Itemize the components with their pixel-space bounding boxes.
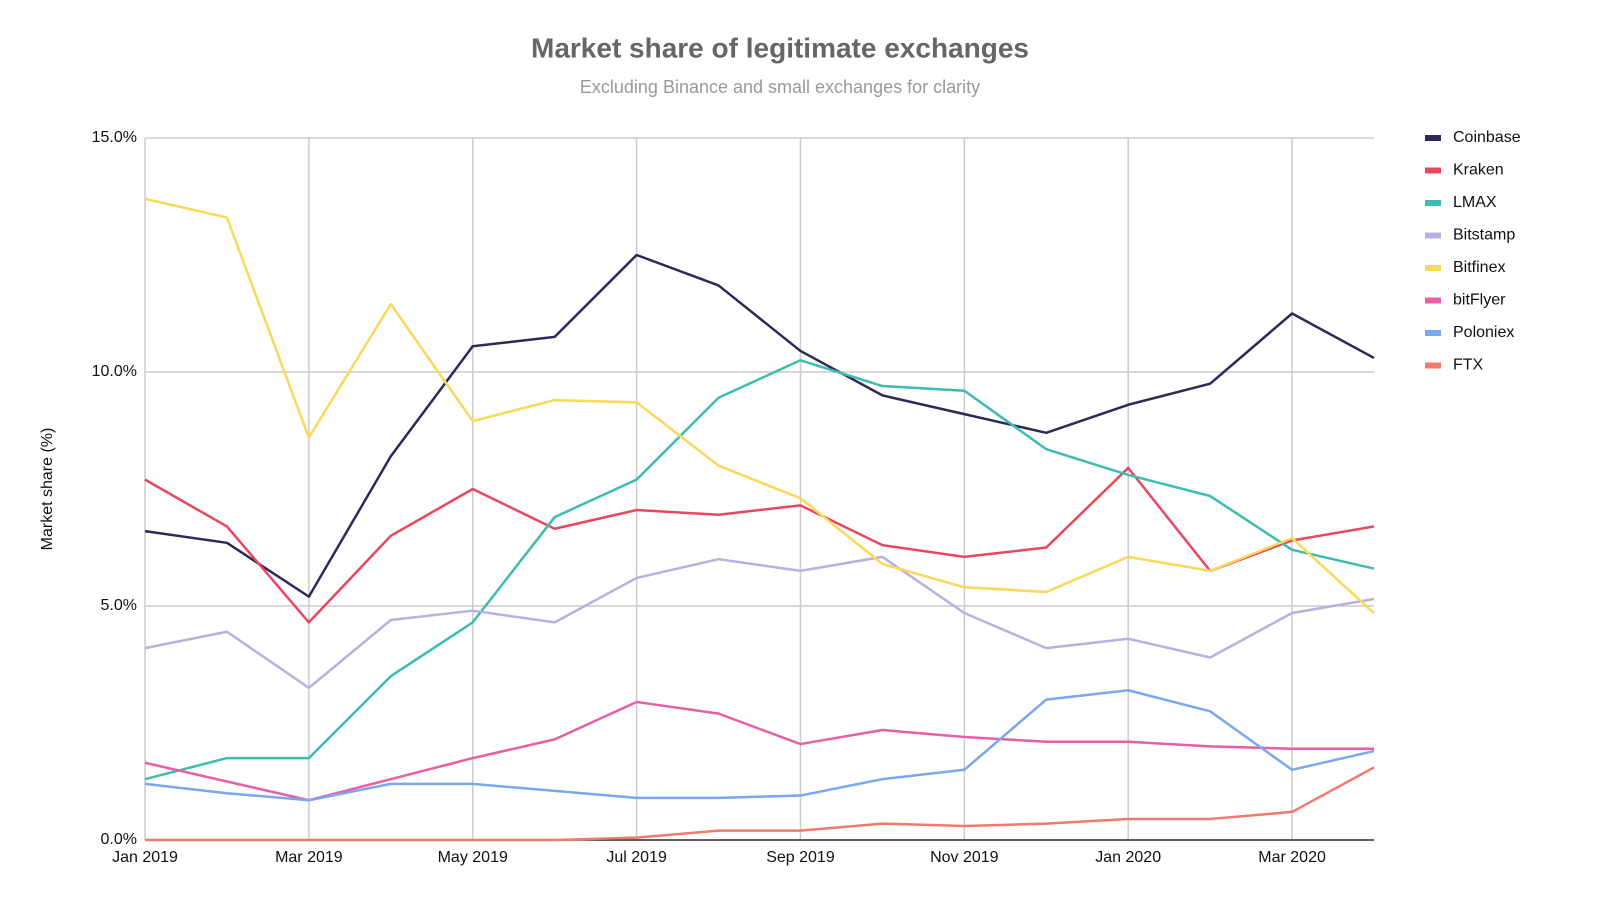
x-tick-label: Mar 2020 (1258, 849, 1326, 866)
x-tick-label: Mar 2019 (275, 849, 343, 866)
series-line (144, 688, 1375, 802)
y-tick-label: 15.0% (92, 129, 137, 146)
x-tick-label: Jan 2020 (1095, 849, 1161, 866)
x-tick-label: Jan 2019 (112, 849, 178, 866)
legend-swatch (1425, 330, 1441, 336)
legend-label: FTX (1453, 357, 1484, 374)
x-tick-label: Nov 2019 (930, 849, 999, 866)
legend-label: Bitfinex (1453, 259, 1505, 276)
series-line (144, 197, 1375, 614)
legend-label: LMAX (1453, 194, 1497, 211)
legend-label: Bitstamp (1453, 227, 1515, 244)
y-tick-label: 0.0% (101, 831, 137, 848)
legend-label: bitFlyer (1453, 292, 1506, 309)
legend-swatch (1425, 362, 1441, 369)
legend-swatch (1425, 265, 1441, 271)
series-line (144, 700, 1374, 802)
legend-swatch (1425, 135, 1441, 141)
series-line (144, 359, 1375, 781)
legend-swatch (1425, 232, 1441, 239)
series-line (144, 555, 1375, 690)
legend-label: Coinbase (1453, 129, 1521, 146)
legend-swatch (1425, 297, 1441, 304)
y-axis-label: Market share (%) (39, 428, 56, 551)
legend-swatch (1425, 200, 1441, 206)
x-tick-label: Jul 2019 (606, 849, 667, 866)
legend-label: Poloniex (1453, 324, 1514, 341)
x-tick-label: May 2019 (438, 849, 508, 866)
series-line (145, 766, 1375, 842)
series-line (144, 466, 1375, 624)
legend-label: Kraken (1453, 162, 1504, 179)
chart-subtitle: Excluding Binance and small exchanges fo… (580, 77, 980, 97)
chart-title: Market share of legitimate exchanges (531, 32, 1029, 63)
y-tick-label: 10.0% (92, 363, 137, 380)
x-tick-label: Sep 2019 (766, 849, 835, 866)
series-line (144, 253, 1375, 598)
legend-swatch (1425, 167, 1441, 174)
y-tick-label: 5.0% (101, 597, 137, 614)
